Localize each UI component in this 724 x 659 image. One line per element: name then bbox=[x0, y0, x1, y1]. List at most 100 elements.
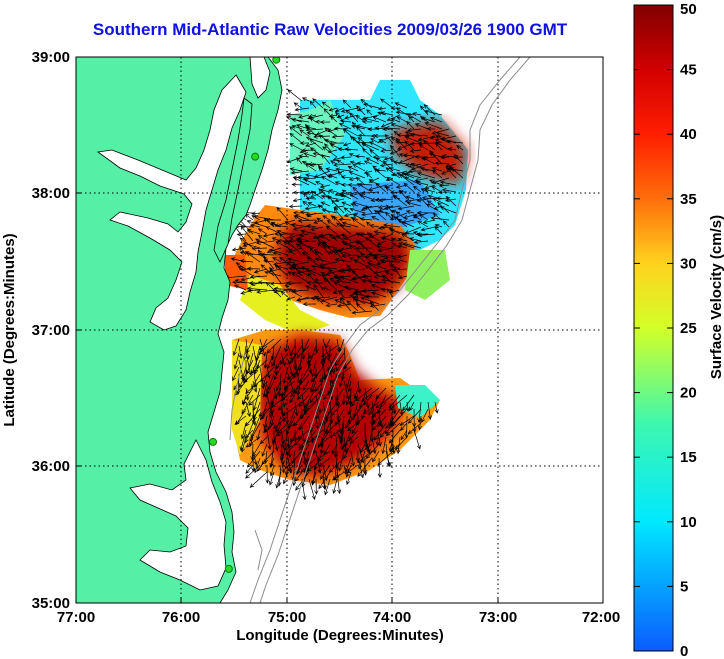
velocity-arrow bbox=[373, 268, 394, 275]
velocity-arrow bbox=[419, 105, 429, 116]
velocity-arrow bbox=[413, 429, 421, 450]
velocity-arrow bbox=[346, 471, 352, 486]
velocity-arrow bbox=[296, 345, 310, 359]
colorbar-tick-label: 45 bbox=[680, 62, 697, 79]
velocity-arrow bbox=[349, 207, 366, 214]
velocity-arrow bbox=[434, 138, 443, 144]
velocity-arrow bbox=[426, 203, 443, 214]
station-marker bbox=[251, 152, 260, 161]
velocity-arrow bbox=[362, 102, 380, 109]
velocity-arrow bbox=[249, 274, 268, 279]
velocity-arrow bbox=[376, 261, 387, 266]
velocity-arrow bbox=[363, 117, 380, 123]
velocity-arrow bbox=[323, 277, 338, 291]
velocity-arrow bbox=[385, 186, 394, 193]
velocity-arrow bbox=[354, 292, 373, 298]
velocity-arrow bbox=[427, 401, 432, 421]
velocity-arrow bbox=[386, 114, 401, 121]
velocity-arrow bbox=[361, 142, 380, 151]
velocity-arrow bbox=[400, 429, 408, 441]
velocity-arrow bbox=[238, 345, 243, 360]
velocity-arrow bbox=[448, 165, 464, 179]
velocity-arrow bbox=[332, 478, 338, 494]
y-axis-label: Latitude (Degrees:Minutes) bbox=[1, 233, 18, 426]
velocity-arrow bbox=[396, 133, 408, 138]
velocity-arrow bbox=[366, 261, 387, 270]
velocity-arrow bbox=[286, 415, 296, 435]
velocity-arrow bbox=[275, 380, 282, 392]
velocity-arrow bbox=[299, 366, 310, 385]
velocity-arrow bbox=[266, 338, 282, 354]
velocity-arrow bbox=[241, 387, 254, 405]
velocity-arrow bbox=[384, 125, 401, 131]
velocity-arrow bbox=[380, 111, 394, 116]
velocity-arrow bbox=[267, 373, 275, 391]
velocity-arrow bbox=[269, 281, 289, 286]
coast-orange bbox=[225, 255, 248, 290]
velocity-arrow bbox=[395, 137, 408, 151]
velocity-arrow bbox=[320, 265, 338, 270]
velocity-arrow bbox=[258, 408, 268, 417]
velocity-arrow bbox=[346, 394, 352, 406]
velocity-arrow bbox=[363, 394, 373, 406]
velocity-arrow bbox=[286, 156, 303, 164]
velocity-arrow bbox=[412, 111, 422, 116]
velocity-arrow bbox=[296, 124, 310, 130]
velocity-arrow bbox=[239, 245, 247, 256]
velocity-arrow bbox=[231, 247, 247, 252]
velocity-arrow bbox=[413, 240, 429, 245]
velocity-arrow bbox=[286, 296, 296, 301]
velocity-vectors bbox=[224, 89, 464, 501]
velocity-arrow bbox=[321, 208, 338, 214]
colorbar-tick-label: 20 bbox=[680, 385, 697, 402]
velocity-arrow bbox=[274, 231, 296, 237]
velocity-arrow bbox=[335, 359, 345, 372]
velocity-arrow bbox=[267, 408, 275, 431]
velocity-arrow bbox=[239, 429, 247, 452]
velocity-arrow bbox=[343, 128, 359, 137]
velocity-arrow bbox=[379, 429, 387, 438]
velocity-arrow bbox=[310, 264, 331, 270]
velocity-arrow bbox=[305, 136, 324, 144]
velocity-arrow bbox=[407, 128, 422, 133]
x-tick-label: 75:00 bbox=[268, 609, 306, 626]
velocity-arrow bbox=[276, 422, 296, 437]
velocity-arrow bbox=[380, 148, 394, 153]
velocity-arrow bbox=[305, 196, 317, 201]
velocity-arrow bbox=[318, 240, 331, 256]
velocity-arrow bbox=[380, 121, 394, 128]
velocity-arrow bbox=[259, 436, 268, 445]
velocity-arrow bbox=[258, 345, 268, 355]
velocity-arrow bbox=[298, 154, 310, 159]
velocity-arrow bbox=[381, 274, 394, 284]
velocity-arrow bbox=[296, 373, 310, 390]
velocity-arrow bbox=[341, 201, 352, 207]
velocity-arrow bbox=[403, 212, 422, 219]
velocity-arrow bbox=[391, 257, 408, 263]
velocity-arrow bbox=[307, 202, 317, 207]
velocity-arrow bbox=[340, 107, 359, 113]
y-tick-label: 35:00 bbox=[32, 595, 70, 612]
velocity-arrow bbox=[380, 236, 394, 242]
velocity-arrow bbox=[453, 154, 464, 165]
station-marker bbox=[209, 437, 218, 446]
velocity-arrow bbox=[415, 180, 429, 186]
velocity-arrow bbox=[347, 408, 352, 425]
velocity-arrow bbox=[315, 237, 324, 242]
velocity-arrow bbox=[297, 239, 317, 244]
velocity-arrow bbox=[270, 345, 275, 361]
velocity-arrow bbox=[395, 211, 408, 221]
velocity-arrow bbox=[377, 436, 382, 447]
velocity-arrow bbox=[291, 222, 310, 228]
velocity-arrow bbox=[322, 215, 331, 221]
velocity-arrow bbox=[376, 244, 387, 249]
velocity-arrow bbox=[355, 450, 361, 463]
velocity-arrow bbox=[393, 216, 408, 228]
velocity-arrow bbox=[333, 162, 352, 168]
velocity-arrow bbox=[257, 235, 268, 242]
velocity-arrow bbox=[377, 111, 387, 116]
velocity-arrow bbox=[328, 457, 345, 473]
velocity-arrow bbox=[410, 162, 429, 172]
velocity-arrow bbox=[368, 252, 387, 257]
velocity-arrow bbox=[370, 138, 380, 144]
